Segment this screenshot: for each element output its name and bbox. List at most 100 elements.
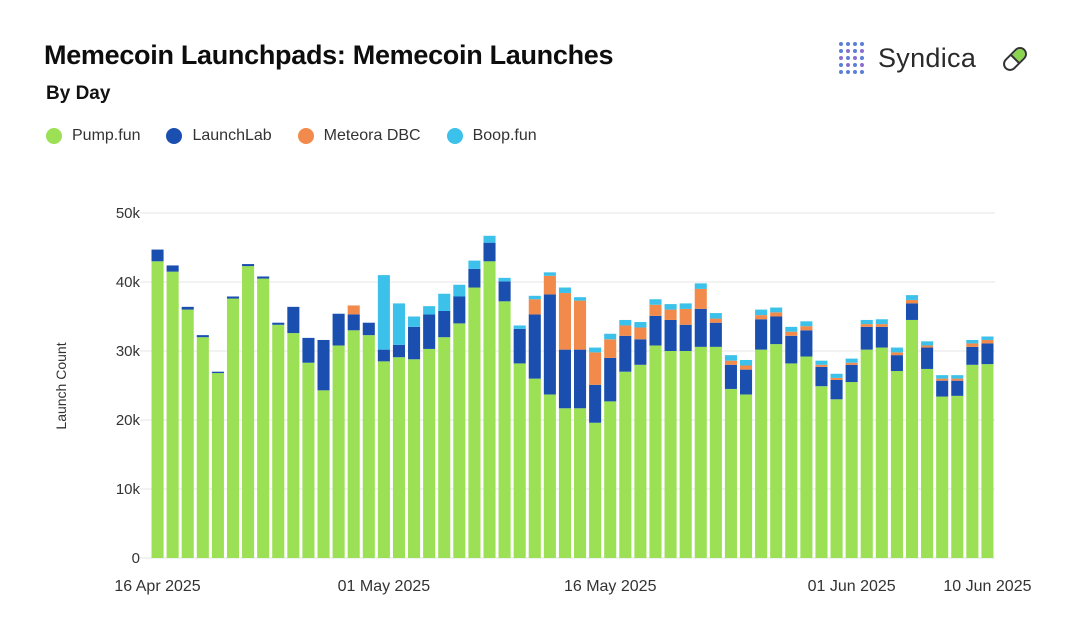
bar-launchlab [981,343,994,365]
bar-launchlab [257,276,270,279]
bar-boop-fun [468,260,481,269]
bar-launchlab [483,242,496,262]
bar-boop-fun [694,283,707,289]
bar-meteora-dbc [543,275,556,295]
bar-pump-fun [981,364,994,558]
bar-launchlab [317,339,330,391]
bar-boop-fun [830,373,843,378]
bar-pump-fun [151,261,164,558]
bar-launchlab [166,265,179,272]
bar-launchlab [770,316,783,345]
bar-meteora-dbc [830,377,843,380]
bar-pump-fun [377,361,390,558]
bar-launchlab [181,306,194,310]
bar-launchlab [815,366,828,387]
pill-icon [1003,47,1027,71]
bar-pump-fun [483,261,496,558]
bar-meteora-dbc [755,315,768,320]
bar-boop-fun [423,306,436,315]
bar-launchlab [574,349,587,409]
bar-meteora-dbc [800,326,813,331]
bar-pump-fun [362,335,375,558]
bar-boop-fun [604,333,617,340]
chart-title: Memecoin Launchpads: Memecoin Launches [44,40,614,70]
bar-meteora-dbc [619,325,632,336]
syndica-dots-logo-icon [839,42,864,74]
bar-launchlab [211,371,224,374]
bar-boop-fun [860,319,873,325]
bar-pump-fun [860,349,873,558]
x-tick-label: 10 Jun 2025 [943,578,1031,595]
bar-launchlab [332,313,345,346]
bar-launchlab [438,310,451,338]
bar-boop-fun [905,295,919,300]
bar-launchlab [347,314,360,331]
bar-pump-fun [196,337,209,558]
bar-pump-fun [498,301,511,558]
bar-launchlab [694,308,707,347]
bar-meteora-dbc [860,324,873,327]
chart-subtitle: By Day [46,83,111,104]
chart-legend: Pump.fun LaunchLab Meteora DBC Boop.fun [46,127,537,145]
bar-pump-fun [709,346,722,558]
bar-pump-fun [875,347,888,558]
bar-meteora-dbc [921,345,934,348]
bar-boop-fun [483,235,496,243]
bar-launchlab [151,249,164,262]
bar-pump-fun [423,348,436,558]
bar-boop-fun [498,277,511,282]
bar-meteora-dbc [981,339,994,344]
bar-meteora-dbc [649,304,662,316]
bar-pump-fun [226,298,240,558]
bar-launchlab [755,319,768,350]
bar-pump-fun [528,378,541,558]
bar-pump-fun [739,394,753,558]
bar-pump-fun [966,364,979,558]
bar-launchlab [890,355,903,372]
bar-pump-fun [242,266,255,558]
bar-meteora-dbc [845,362,858,365]
bar-launchlab [423,314,436,349]
bar-pump-fun [921,368,934,558]
y-tick-label: 30k [116,343,141,360]
legend-item-meteora-dbc[interactable]: Meteora DBC [297,127,421,145]
bar-pump-fun [830,399,843,558]
bar-boop-fun [377,275,390,350]
bar-boop-fun [634,322,647,328]
bar-pump-fun [302,362,315,558]
bar-pump-fun [347,330,360,558]
bar-pump-fun [770,344,783,558]
bar-boop-fun [453,284,466,297]
bar-boop-fun [649,299,662,305]
bar-boop-fun [966,339,979,344]
bar-launchlab [392,344,406,358]
legend-item-launchlab[interactable]: LaunchLab [166,127,272,145]
bar-pump-fun [724,388,737,558]
bar-boop-fun [890,347,903,353]
bar-meteora-dbc [664,309,677,320]
legend-label-launchlab: LaunchLab [192,127,272,144]
legend-swatch-launchlab [166,128,183,144]
bar-pump-fun [905,319,919,558]
brand-logo: Syndica [836,40,976,76]
legend-item-boop-fun[interactable]: Boop.fun [446,127,537,145]
bar-pump-fun [392,357,406,558]
legend-item-pump-fun[interactable]: Pump.fun [46,127,140,145]
bar-pump-fun [664,351,677,558]
y-tick-label: 20k [116,412,141,429]
bar-meteora-dbc [604,339,617,358]
bar-launchlab [785,335,798,364]
bar-pump-fun [332,345,345,558]
bar-boop-fun [513,325,526,329]
bar-boop-fun [589,347,602,353]
bar-launchlab [226,296,240,299]
bar-meteora-dbc [574,300,587,350]
bar-pump-fun [408,359,421,558]
bar-pump-fun [257,278,270,558]
bar-meteora-dbc [347,305,360,315]
bar-boop-fun [392,303,406,345]
bar-launchlab [679,324,692,351]
bar-boop-fun [739,359,753,366]
bar-pump-fun [543,394,556,558]
bar-boop-fun [574,297,587,301]
